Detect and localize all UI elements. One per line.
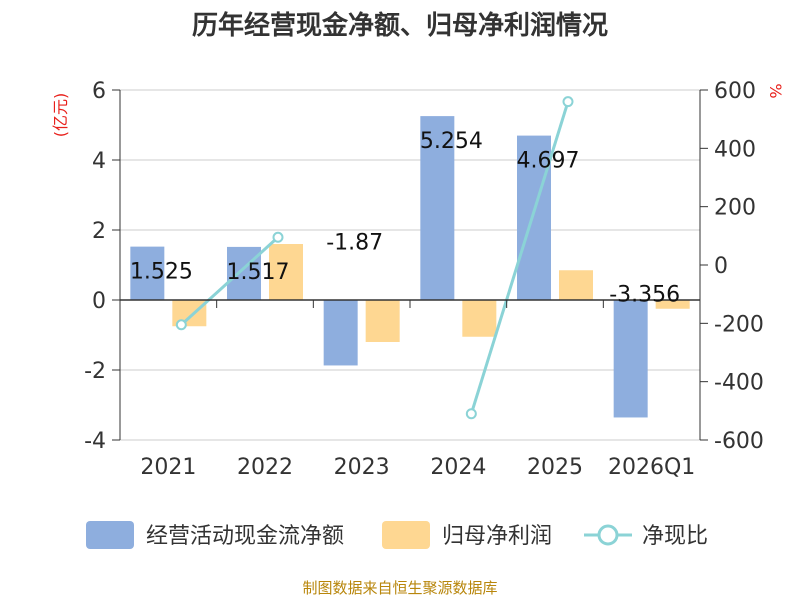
profit-bar-2022[interactable] xyxy=(269,244,303,300)
ratio-segment-2024 xyxy=(469,101,570,415)
profit-bar-2025[interactable] xyxy=(559,270,593,300)
x-tick-label: 2022 xyxy=(237,455,293,480)
cashflow-bar-2025[interactable] xyxy=(517,135,551,300)
legend-swatch-cashflow[interactable] xyxy=(86,521,134,549)
profit-bar-2023[interactable] xyxy=(365,300,400,342)
right-tick-label: 200 xyxy=(714,196,756,221)
left-axis-unit: (亿元) xyxy=(51,93,70,138)
bars xyxy=(130,116,690,418)
legend-swatch-profit[interactable] xyxy=(382,521,430,549)
x-tick-label: 2021 xyxy=(140,455,196,480)
cashflow-label-2025: 4.697 xyxy=(517,149,580,174)
x-tick-label: 2023 xyxy=(334,455,390,480)
right-tick-label: -200 xyxy=(714,312,764,337)
cashflow-bar-2024[interactable] xyxy=(420,116,455,300)
axes: -4 -2 0 2 4 6 -600 -400 -200 0 200 400 600 2021 2022 20… xyxy=(84,79,764,480)
left-tick-label: 2 xyxy=(92,219,106,244)
legend: 经营活动现金流净额 归母净利润 净现比 xyxy=(86,521,708,549)
legend-label-profit[interactable]: 归母净利润 xyxy=(442,524,552,549)
cashflow-bar-2023[interactable] xyxy=(323,300,358,366)
right-tick-label: 400 xyxy=(714,137,756,162)
chart-title: 历年经营现金净额、归母净利润情况 xyxy=(192,10,608,41)
ratio-point-2021[interactable] xyxy=(175,319,187,331)
x-tick-label: 2026Q1 xyxy=(608,455,695,480)
right-tick-label: -400 xyxy=(714,371,764,396)
right-tick-label: 0 xyxy=(714,254,728,279)
cashflow-label-2022: 1.517 xyxy=(227,260,290,285)
cashflow-label-2026Q1: -3.356 xyxy=(609,282,680,307)
legend-label-cashflow[interactable]: 经营活动现金流净额 xyxy=(146,524,344,549)
ratio-point-2024[interactable] xyxy=(465,408,477,420)
cashflow-label-2023: -1.87 xyxy=(326,230,383,255)
cashflow-bar-2022[interactable] xyxy=(227,246,261,300)
legend-label-ratio[interactable]: 净现比 xyxy=(642,524,708,549)
legend-swatch-ratio-marker[interactable] xyxy=(597,524,619,546)
cashflow-bar-2021[interactable] xyxy=(130,246,165,300)
left-tick-label: -2 xyxy=(84,359,106,384)
ratio-point-2025[interactable] xyxy=(562,96,574,108)
x-tick-label: 2024 xyxy=(430,455,486,480)
right-axis-unit: % xyxy=(766,83,785,98)
ratio-segment-2021 xyxy=(180,236,280,326)
cashflow-label-2021: 1.525 xyxy=(130,260,193,285)
source-note: 制图数据来自恒生聚源数据库 xyxy=(302,579,497,597)
left-tick-label: 0 xyxy=(92,289,106,314)
data-labels: 1.525 1.517 -1.87 5.254 4.697 -3.356 xyxy=(130,129,680,307)
profit-bar-2026Q1[interactable] xyxy=(655,300,690,309)
cashflow-label-2024: 5.254 xyxy=(420,129,483,154)
ratio-line xyxy=(175,96,574,420)
right-tick-label: 600 xyxy=(714,79,756,104)
gridlines xyxy=(120,89,700,441)
left-tick-label: -4 xyxy=(84,429,106,454)
left-tick-label: 4 xyxy=(92,149,106,174)
ratio-point-2022[interactable] xyxy=(272,231,284,243)
x-tick-label: 2025 xyxy=(527,455,583,480)
left-tick-label: 6 xyxy=(92,79,106,104)
right-tick-label: -600 xyxy=(714,429,764,454)
cashflow-bar-2026Q1[interactable] xyxy=(613,300,648,418)
profit-bar-2024[interactable] xyxy=(462,300,497,337)
